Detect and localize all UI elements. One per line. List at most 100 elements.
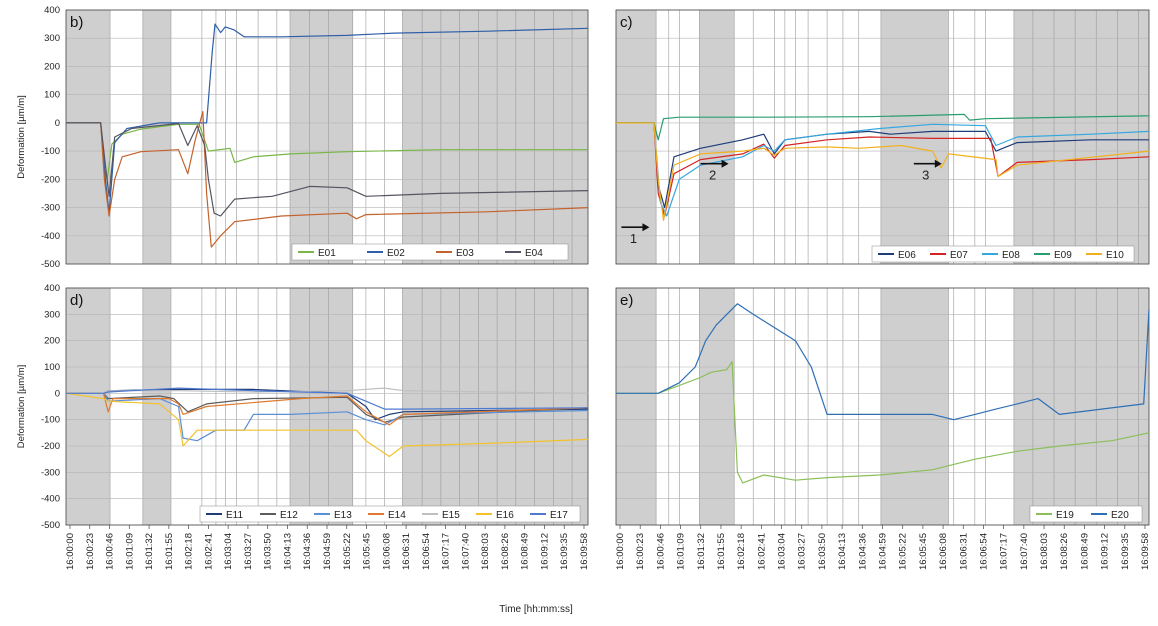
legend-label: E02 [387, 248, 405, 259]
x-tick-label: 16:03:27 [797, 533, 808, 570]
x-tick-label: 16:00:00 [65, 533, 76, 570]
y-tick-label: 400 [44, 283, 60, 294]
y-axis-label: Deformation [µm/m] [16, 365, 27, 449]
shaded-interval [289, 10, 353, 264]
y-tick-label: -500 [41, 520, 60, 531]
x-tick-label: 16:01:32 [696, 533, 707, 570]
x-tick-label: 16:00:46 [105, 533, 116, 570]
annotation-number: 1 [630, 231, 637, 246]
legend-box [199, 505, 581, 523]
shaded-interval [880, 288, 949, 525]
y-tick-label: -100 [41, 146, 60, 157]
x-tick-label: 16:04:36 [302, 533, 313, 570]
x-tick-label: 16:04:13 [282, 533, 293, 570]
shaded-interval [66, 10, 111, 264]
x-tick-label: 16:02:41 [756, 533, 767, 570]
legend-label: E10 [1106, 250, 1124, 261]
shaded-interval [142, 288, 171, 525]
legend-box [871, 245, 1135, 263]
x-tick-label: 16:08:49 [1079, 533, 1090, 570]
x-tick-label: 16:08:03 [480, 533, 491, 570]
x-tick-label: 16:00:00 [615, 533, 626, 570]
x-tick-label: 16:06:08 [938, 533, 949, 570]
y-tick-label: 400 [44, 5, 60, 16]
series-line-E16 [65, 392, 589, 458]
legend-box [1029, 505, 1143, 523]
annotation-number: 2 [709, 168, 716, 183]
x-tick-label: 16:03:04 [223, 533, 234, 570]
series-line-E17 [66, 387, 589, 410]
shaded-interval [66, 288, 111, 525]
annotation-arrowhead [642, 223, 650, 232]
shaded-interval [1013, 10, 1149, 264]
y-tick-label: 300 [44, 33, 60, 44]
x-tick-label: 16:07:17 [999, 533, 1010, 570]
series-line-E09 [616, 113, 1150, 141]
legend-label: E20 [1111, 510, 1129, 521]
x-tick-label: 16:03:50 [817, 533, 828, 570]
shaded-interval [402, 288, 588, 525]
legend-label: E17 [550, 510, 568, 521]
x-tick-label: 16:07:40 [1019, 533, 1030, 570]
y-tick-label: 200 [44, 336, 60, 347]
shaded-interval [1013, 288, 1149, 525]
legend-label: E03 [456, 248, 474, 259]
series-line-E02 [66, 23, 589, 214]
panel-label: e) [620, 292, 633, 309]
series-line-E04 [66, 122, 589, 217]
x-tick-label: 16:09:35 [1120, 533, 1131, 570]
plot-frame [615, 9, 1150, 265]
x-tick-label: 16:01:55 [164, 533, 175, 570]
x-tick-label: 16:03:50 [263, 533, 274, 570]
panel-b: 400 300 200 100 0 -100 -200 -300 -400 -500 Deforma… [16, 5, 589, 270]
x-tick-label: 16:09:35 [559, 533, 570, 570]
shaded-interval [142, 10, 171, 264]
x-tick-label: 16:00:46 [655, 533, 666, 570]
x-tick-label: 16:08:26 [1059, 533, 1070, 570]
annotation-arrowhead [934, 159, 942, 168]
series-line-E08 [616, 122, 1150, 217]
x-tick-label: 16:01:09 [676, 533, 687, 570]
legend-label: E08 [1002, 250, 1020, 261]
x-tick-label: 16:03:27 [243, 533, 254, 570]
x-tick-label: 16:07:17 [441, 533, 452, 570]
x-tick-label: 16:03:04 [777, 533, 788, 570]
y-tick-label: -100 [41, 415, 60, 426]
x-tick-label: 16:09:58 [1140, 533, 1151, 570]
y-tick-label: 300 [44, 309, 60, 320]
x-tick-label: 16:04:36 [857, 533, 868, 570]
series-line-E14 [66, 392, 589, 426]
x-tick-label: 16:02:41 [203, 533, 214, 570]
x-tick-label: 16:04:59 [322, 533, 333, 570]
legend-label: E14 [388, 510, 406, 521]
x-tick-label: 16:02:18 [184, 533, 195, 570]
panel-d: 400 300 200 100 0 -100 -200 -300 -400 -500 Deforma… [16, 283, 590, 570]
panel-e: 16:00:00 16:00:23 16:00:46 16:01:09 16:01:32… [499, 287, 1151, 615]
y-tick-label: 200 [44, 61, 60, 72]
x-tick-label: 16:06:54 [978, 533, 989, 570]
shaded-interval [289, 288, 353, 525]
x-tick-label: 16:07:40 [460, 533, 471, 570]
legend-label: E15 [442, 510, 460, 521]
shaded-interval [699, 288, 735, 525]
x-tick-label: 16:04:13 [837, 533, 848, 570]
legend-label: E07 [950, 250, 968, 261]
y-tick-label: -200 [41, 174, 60, 185]
x-tick-label: 16:01:32 [144, 533, 155, 570]
y-tick-label: -200 [41, 441, 60, 452]
series-line-E20 [616, 303, 1150, 421]
legend-label: E19 [1056, 510, 1074, 521]
x-tick-label: 16:09:58 [579, 533, 590, 570]
x-tick-label: 16:06:54 [421, 533, 432, 570]
y-tick-label: 0 [55, 118, 60, 129]
annotation-arrowhead [721, 159, 729, 168]
x-tick-label: 16:06:31 [401, 533, 412, 570]
y-tick-label: -400 [41, 231, 60, 242]
y-tick-label: -500 [41, 259, 60, 270]
x-tick-label: 16:06:31 [958, 533, 969, 570]
x-tick-label: 16:01:55 [716, 533, 727, 570]
panel-label: d) [70, 292, 83, 309]
legend-label: E13 [334, 510, 352, 521]
x-tick-label: 16:05:22 [342, 533, 353, 570]
